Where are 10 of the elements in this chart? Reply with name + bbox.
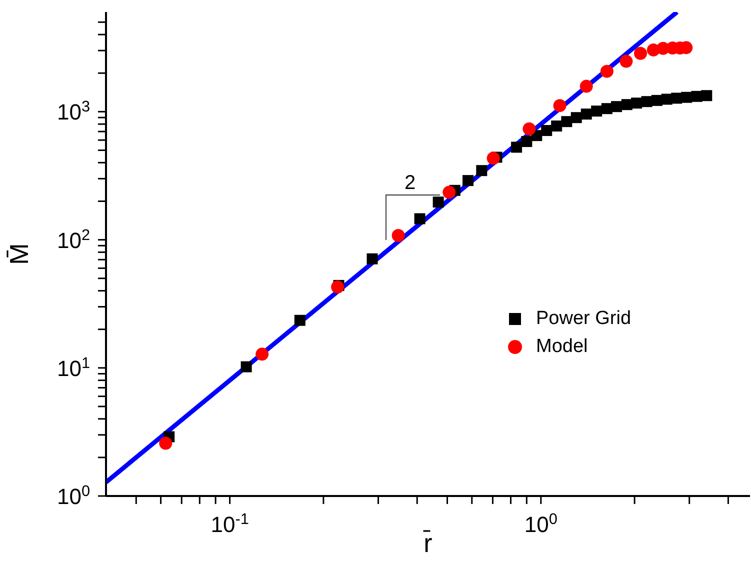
y-tick-label: 10$^{0}$ xyxy=(56,482,90,509)
legend-label: Model xyxy=(536,335,588,359)
x-axis-title: r̄ xyxy=(422,528,433,558)
y-tick-label: 10$^{2}$ xyxy=(56,226,90,253)
y-axis-title: M̄ xyxy=(4,243,34,265)
legend-label: Power Grid xyxy=(536,307,632,331)
annotation: 2 xyxy=(404,172,416,194)
y-tick-label: 10$^{3}$ xyxy=(56,98,90,125)
y-tick-label: 10$^{1}$ xyxy=(56,354,90,381)
x-tick-label: 10$^{-1}$ xyxy=(210,510,249,537)
